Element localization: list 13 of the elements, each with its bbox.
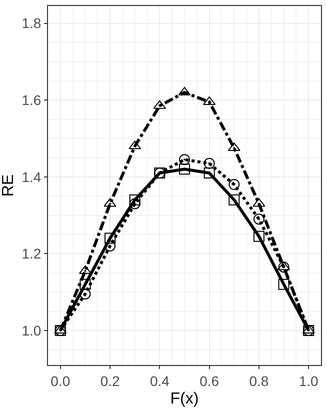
x-tick-label: 0.8 — [249, 372, 269, 389]
x-tick-label: 0.4 — [150, 372, 170, 389]
y-tick-label: 1.4 — [22, 168, 42, 185]
y-tick-label: 1.2 — [22, 246, 42, 262]
y-tick-label: 1.6 — [22, 92, 42, 108]
x-tick-label: 1.0 — [298, 372, 319, 389]
x-tick-label: 0.2 — [100, 372, 120, 389]
y-tick-label: 1.0 — [22, 322, 42, 338]
x-tick-label: 0.6 — [200, 372, 220, 389]
x-axis-title: F(x) — [170, 390, 199, 408]
x-tick-label: 0.0 — [50, 372, 70, 389]
y-tick-label: 1.8 — [22, 15, 42, 32]
y-axis-title: RE — [0, 174, 17, 197]
